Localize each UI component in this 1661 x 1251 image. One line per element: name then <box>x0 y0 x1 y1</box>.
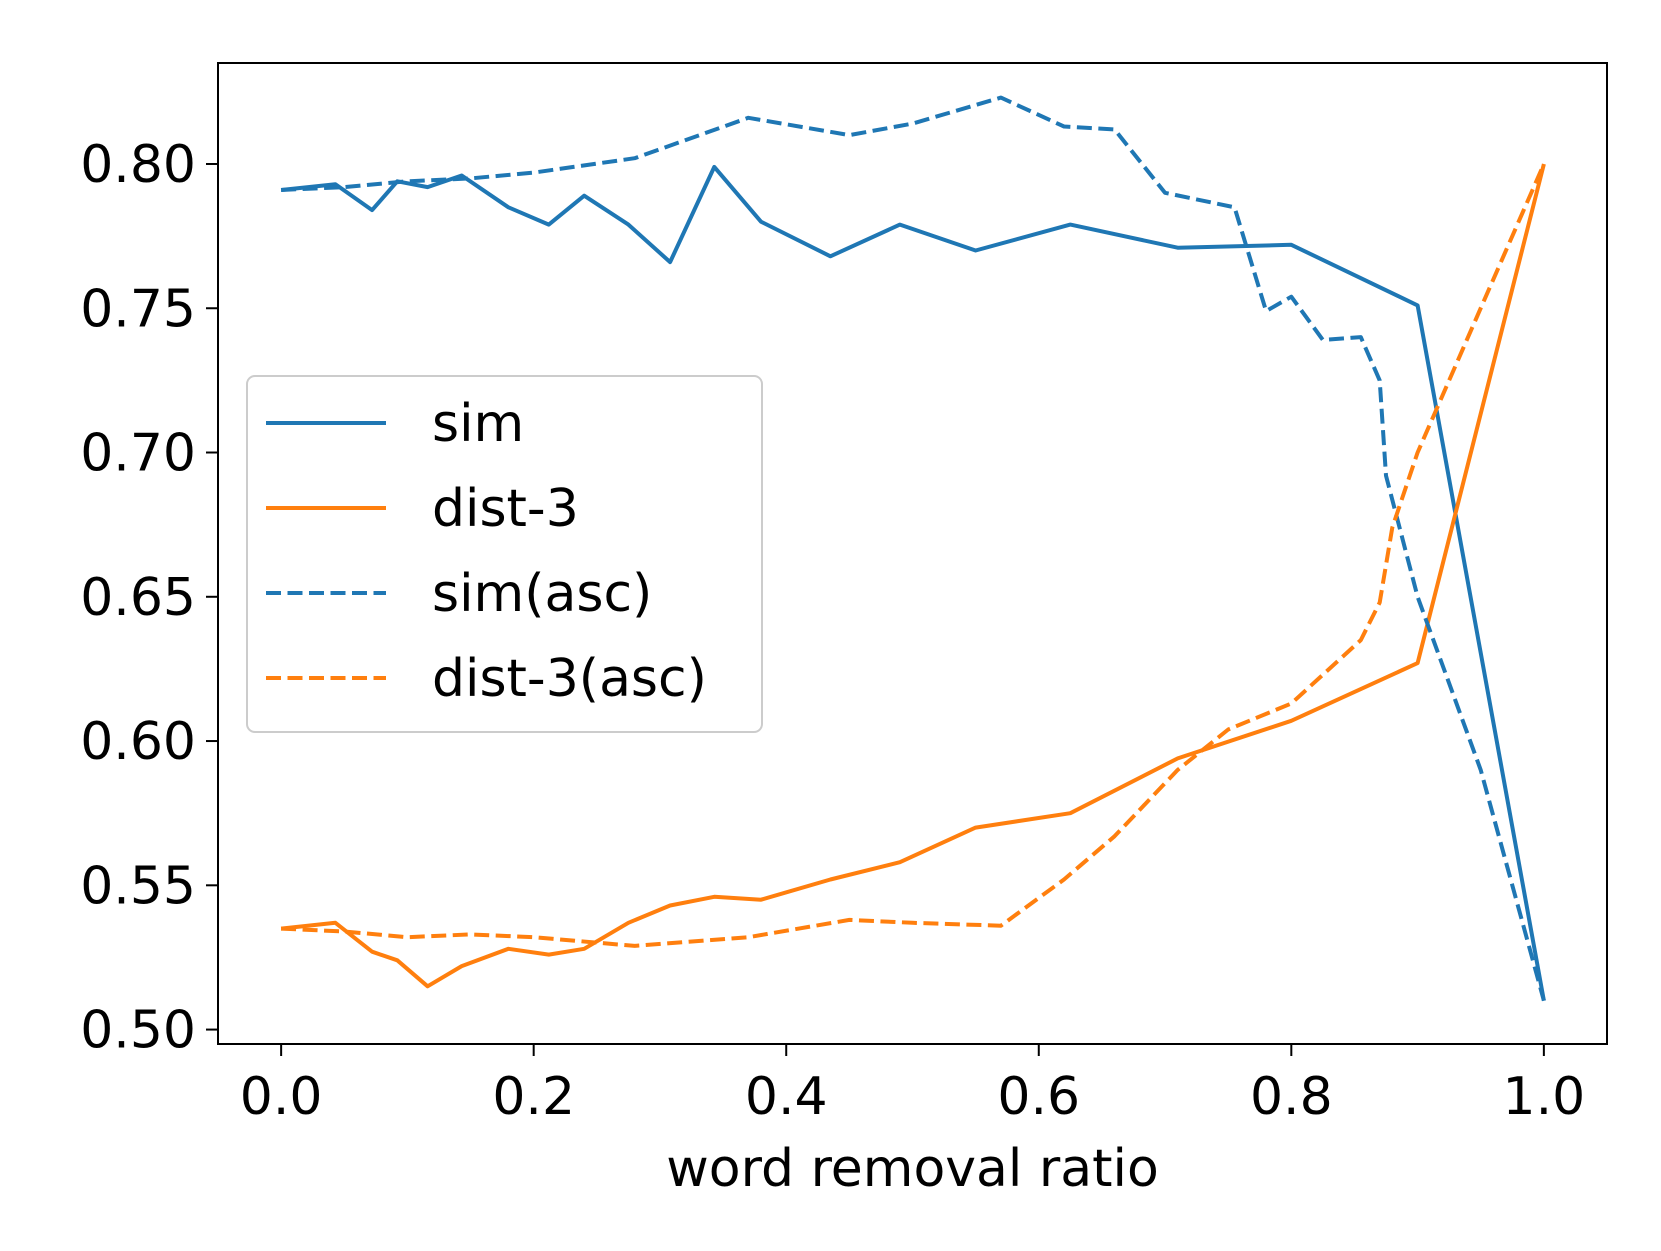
y-tick-label: 0.75 <box>80 279 196 339</box>
x-tick-label: 0.6 <box>997 1067 1080 1127</box>
series-line-3 <box>281 163 1546 948</box>
y-axis: 0.50 0.55 0.60 0.65 0.70 0.75 0.80 <box>80 135 218 1061</box>
legend-label-2: sim(asc) <box>432 564 652 624</box>
x-axis: 0.0 0.2 0.4 0.6 0.8 1.0 <box>240 1044 1585 1127</box>
series-line-2 <box>281 95 1546 1002</box>
plot-frame <box>217 62 1608 1045</box>
x-tick-label: 0.4 <box>745 1067 828 1127</box>
series-line-1 <box>280 163 1546 989</box>
x-tick-label: 0.0 <box>240 1067 323 1127</box>
x-tick-label: 0.8 <box>1250 1067 1333 1127</box>
legend: sim dist-3 sim(asc) dist-3(asc) <box>246 375 763 733</box>
y-tick-label: 0.70 <box>80 424 196 484</box>
x-tick-label: 1.0 <box>1503 1067 1586 1127</box>
legend-label-3: dist-3(asc) <box>432 649 707 709</box>
legend-label-1: dist-3 <box>432 479 579 539</box>
legend-box <box>246 375 763 733</box>
y-tick-label: 0.65 <box>80 568 196 628</box>
series-layer <box>280 95 1546 1002</box>
y-tick-label: 0.80 <box>80 135 196 195</box>
legend-label-0: sim <box>432 394 524 454</box>
y-tick-label: 0.50 <box>80 1001 196 1061</box>
y-tick-label: 0.60 <box>80 712 196 772</box>
x-axis-title: word removal ratio <box>666 1139 1159 1199</box>
x-tick-label: 0.2 <box>492 1067 575 1127</box>
y-tick-label: 0.55 <box>80 856 196 916</box>
series-line-0 <box>280 164 1546 1002</box>
